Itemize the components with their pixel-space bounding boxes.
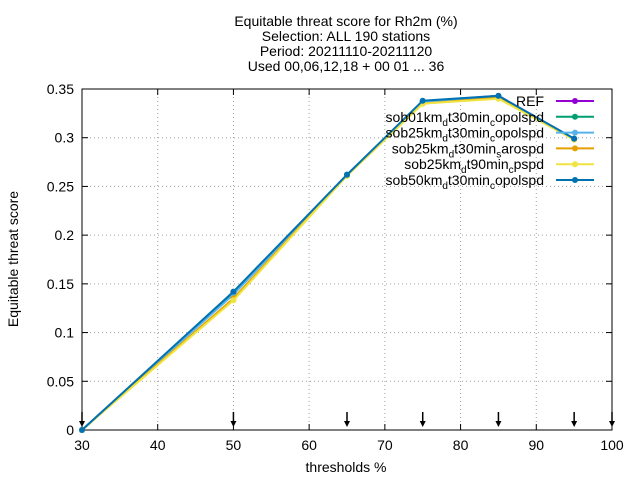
series-line: [81, 97, 575, 431]
plot-frame: [81, 88, 613, 431]
legend-label: REF: [516, 93, 544, 109]
threshold-arrow: [495, 412, 502, 427]
series-sob50kmdt30mincopolspd: [79, 92, 578, 433]
chart-title: Equitable threat score for Rh2m (%) Sele…: [234, 13, 457, 74]
data-point: [571, 135, 578, 142]
legend-entry: sob25kmdt90mincpspd: [404, 156, 594, 176]
legend-entry: sob50kmdt30mincopolspd: [386, 172, 594, 192]
legend-entry: sob01kmdt30mincopolspd: [386, 109, 594, 129]
legend-marker: [572, 129, 578, 136]
y-tick-label: 0.05: [47, 373, 74, 389]
series-line: [81, 94, 575, 431]
title-line-1: Equitable threat score for Rh2m (%): [234, 13, 457, 29]
y-axis-label: Equitable threat score: [5, 191, 21, 327]
y-tick-label: 0.2: [55, 227, 75, 243]
data-point: [79, 427, 85, 433]
threshold-arrows: [79, 412, 615, 427]
x-tick-label: 70: [377, 437, 393, 453]
y-tick-label: 0.25: [47, 178, 74, 194]
y-tick-label: 0.35: [47, 81, 74, 97]
data-point: [495, 92, 502, 99]
data-point: [230, 297, 237, 304]
legend-marker: [572, 113, 578, 120]
data-point: [230, 288, 237, 295]
x-tick-label: 50: [226, 437, 242, 453]
x-tick-label: 40: [150, 437, 166, 453]
data-point: [344, 171, 350, 178]
y-tick-label: 0.3: [55, 130, 75, 146]
legend-marker: [572, 98, 578, 104]
legend-label: sob25kmdt30mincopolspd: [386, 125, 544, 145]
x-tick-label: 90: [528, 437, 544, 453]
legend-marker: [572, 177, 578, 183]
title-line-2: Selection: ALL 190 stations: [262, 28, 430, 44]
legend-marker: [572, 161, 578, 168]
legend-label: sob25kmdt90mincpspd: [404, 156, 544, 176]
x-tick-label: 100: [600, 437, 624, 453]
title-line-3: Period: 20211110-20211120: [260, 43, 433, 59]
x-axis-label: thresholds %: [306, 459, 387, 475]
legend-marker: [572, 145, 578, 152]
y-tick-label: 0: [66, 422, 74, 438]
threshold-arrow: [79, 412, 85, 427]
legend-label: sob50kmdt30mincopolspd: [386, 172, 544, 192]
threshold-arrow: [230, 412, 237, 427]
legend: REFsob01kmdt30mincopolspdsob25kmdt30minc…: [386, 93, 594, 192]
threshold-arrow: [419, 412, 426, 427]
series-group: [79, 92, 578, 433]
x-tick-label: 80: [453, 437, 469, 453]
legend-label: sob25kmdt30minsarospd: [392, 140, 544, 160]
grid: [82, 89, 612, 430]
legend-label: sob01kmdt30mincopolspd: [386, 109, 544, 129]
threshold-arrow: [609, 412, 615, 427]
y-tick-labels: 0 0.05 0.1 0.15 0.2 0.25 0.3 0.35: [47, 81, 74, 438]
x-tick-label: 60: [301, 437, 317, 453]
y-tick-label: 0.15: [47, 276, 74, 292]
y-tick-label: 0.1: [55, 325, 75, 341]
data-point: [419, 97, 426, 104]
legend-entry: sob25kmdt30minsarospd: [392, 140, 594, 160]
legend-entry: REF: [516, 93, 594, 109]
legend-entry: sob25kmdt30mincopolspd: [386, 125, 594, 145]
title-line-4: Used 00,06,12,18 + 00 01 ... 36: [248, 58, 445, 74]
threshold-arrow: [571, 412, 578, 427]
x-tick-label: 30: [74, 437, 90, 453]
x-tick-labels: 30 40 50 60 70 80 90 100: [74, 437, 624, 453]
threshold-arrow: [344, 412, 350, 427]
